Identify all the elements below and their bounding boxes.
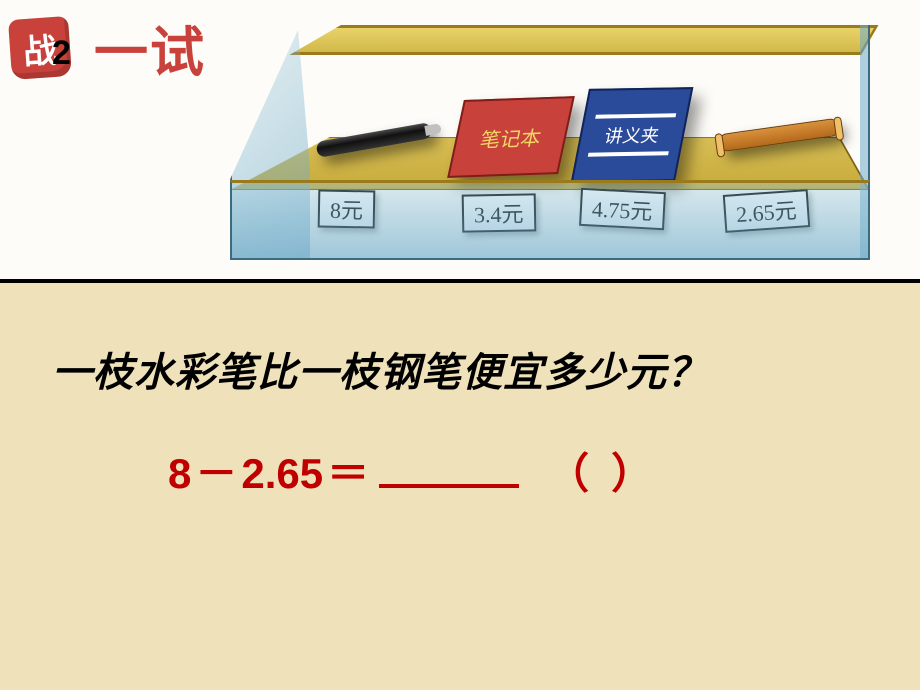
equals-sign: ＝ [327, 440, 369, 501]
operand-a: 8 [168, 450, 191, 498]
case-glass-front [230, 180, 870, 260]
unit-parentheses[interactable]: （） [547, 440, 675, 501]
item-notebook: 笔记本 [447, 96, 575, 178]
example-badge: 战 2 [10, 18, 70, 78]
illustration-panel: 战 2 一试 笔记本 讲义夹 8元 3.4元 4.75元 2.65元 [0, 0, 920, 283]
equation: 8 － 2.65 ＝ （） [168, 440, 675, 501]
answer-blank[interactable] [379, 480, 519, 488]
title-tail: 一试 [94, 8, 206, 87]
question-text: 一枝水彩笔比一枝钢笔便宜多少元？ [52, 340, 708, 398]
notebook-label: 笔记本 [478, 121, 545, 152]
display-case: 笔记本 讲义夹 8元 3.4元 4.75元 2.65元 [230, 10, 870, 270]
item-folder: 讲义夹 [571, 87, 694, 183]
minus-sign: － [195, 440, 237, 501]
folder-label: 讲义夹 [602, 122, 661, 149]
slide-title: 战 2 一试 [10, 8, 206, 87]
case-rim [289, 25, 878, 55]
operand-b: 2.65 [241, 450, 323, 498]
example-number: 2 [52, 34, 71, 73]
